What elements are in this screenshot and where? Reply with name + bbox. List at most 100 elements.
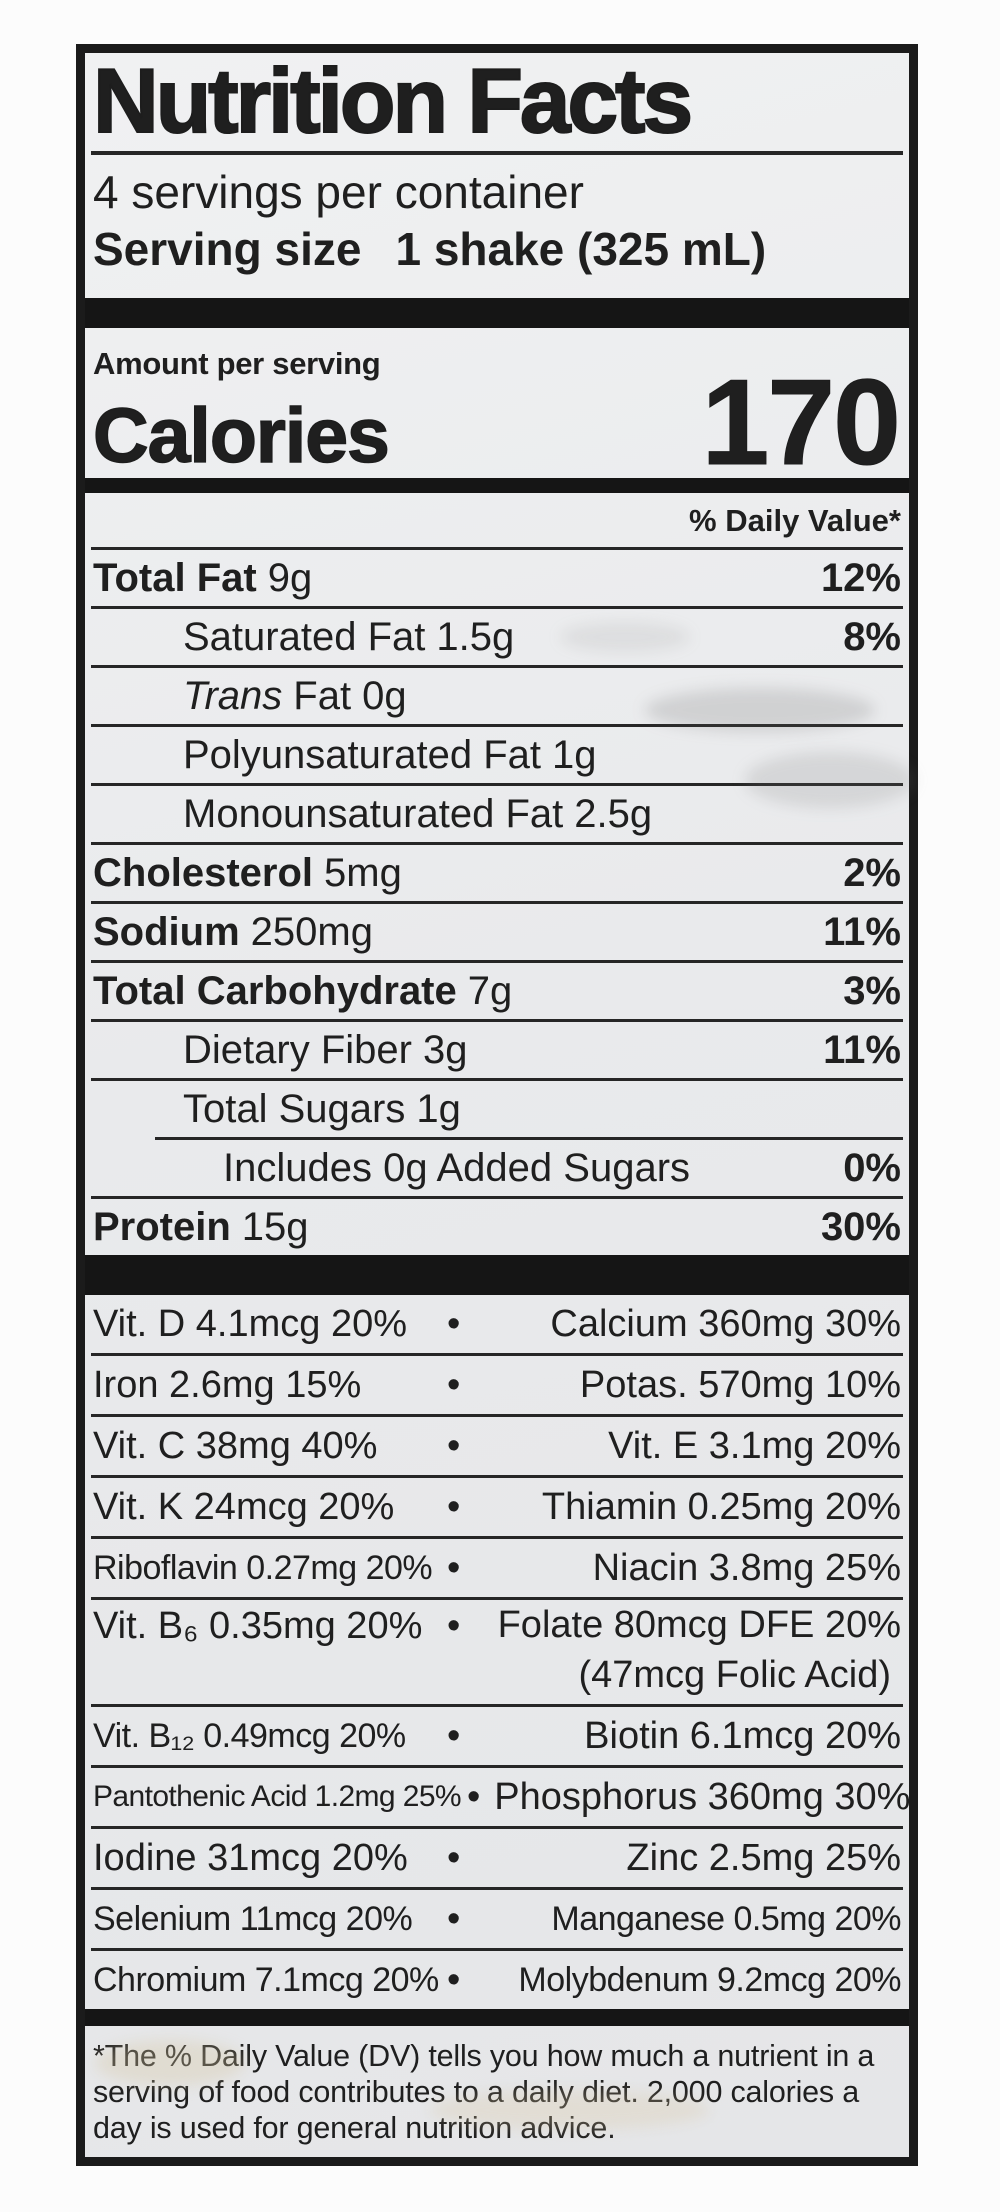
divider <box>91 1353 903 1356</box>
nutrient-name: Saturated Fat <box>183 614 426 659</box>
nutrient-amount: 7g <box>467 968 513 1013</box>
nutrient-dv: 8% <box>843 614 901 659</box>
nutrient-row-sodium: Sodium 250mg 11% <box>93 904 901 960</box>
nutrient-dv: 3% <box>843 968 901 1013</box>
bullet-separator: • <box>447 1546 461 1589</box>
micronutrient-row-vitc-vite: Vit. C 38mg 40% • Vit. E 3.1mg 20% <box>93 1417 901 1475</box>
bullet-separator: • <box>447 1958 461 2001</box>
divider <box>91 1475 903 1478</box>
scan-smudge <box>430 2090 710 2130</box>
micronutrient-left: Iron 2.6mg 15% <box>93 1363 362 1406</box>
micronutrient-right: Vit. E 3.1mg 20% <box>608 1424 901 1467</box>
divider <box>91 1704 903 1707</box>
micronutrient-left: Chromium 7.1mcg 20% <box>93 1960 439 1999</box>
micronutrient-row-iron-potassium: Iron 2.6mg 15% • Potas. 570mg 10% <box>93 1356 901 1414</box>
nutrient-amount: 1g <box>552 732 597 777</box>
nutrient-row-monounsaturated-fat: Monounsaturated Fat 2.5g <box>93 786 901 842</box>
calories-value: 170 <box>701 354 902 490</box>
micronutrient-row-riboflavin-niacin: Riboflavin 0.27mg 20% • Niacin 3.8mg 25% <box>93 1539 901 1597</box>
micronutrient-right: Phosphorus 360mg 30% <box>494 1775 911 1818</box>
nutrient-name: Total Sugars <box>183 1086 406 1131</box>
nutrient-amount: 1.5g <box>436 614 515 659</box>
nutrient-name: Fat <box>293 673 352 718</box>
nutrient-row-cholesterol: Cholesterol 5mg 2% <box>93 845 901 901</box>
nutrient-row-total-sugars: Total Sugars 1g <box>93 1081 901 1137</box>
nutrient-dv: 0% <box>843 1145 901 1190</box>
micronutrient-left: Vit. D 4.1mcg 20% <box>93 1302 408 1345</box>
divider <box>91 1597 903 1600</box>
micronutrient-right: Thiamin 0.25mg 20% <box>541 1485 901 1528</box>
divider <box>91 606 903 609</box>
divider <box>91 1019 903 1022</box>
scan-smudge <box>560 622 690 652</box>
micronutrient-right: Molybdenum 9.2mcg 20% <box>518 1960 901 1999</box>
bullet-separator: • <box>447 1714 461 1757</box>
divider <box>91 547 903 550</box>
thick-divider <box>85 2009 909 2026</box>
medium-divider <box>85 478 909 493</box>
bullet-separator: • <box>447 1424 461 1467</box>
micronutrient-left: Selenium 11mcg 20% <box>93 1899 413 1938</box>
divider <box>91 1887 903 1890</box>
micronutrient-left: Vit. B₁₂ 0.49mcg 20% <box>93 1716 406 1755</box>
bullet-separator: • <box>447 1836 461 1879</box>
micronutrient-row-pantothenic-phosphorus: Pantothenic Acid 1.2mg 25% • Phosphorus … <box>93 1768 909 1826</box>
calories-label: Calories <box>92 393 390 479</box>
nutrient-row-added-sugars: Includes 0g Added Sugars 0% <box>93 1140 901 1196</box>
daily-value-footnote: *The % Daily Value (DV) tells you how mu… <box>93 2039 875 2145</box>
micronutrient-right: Calcium 360mg 30% <box>550 1302 901 1345</box>
micronutrient-row-vitb12-biotin: Vit. B₁₂ 0.49mcg 20% • Biotin 6.1mcg 20% <box>93 1707 901 1765</box>
nutrient-name-italic: Trans <box>183 673 283 718</box>
nutrient-row-total-fat: Total Fat 9g 12% <box>93 550 901 606</box>
divider <box>91 1196 903 1199</box>
divider <box>91 724 903 727</box>
nutrient-dv: 11% <box>823 909 901 954</box>
servings-per-container: 4 servings per container <box>93 166 584 218</box>
nutrient-amount: 3g <box>422 1027 468 1072</box>
nutrient-row-total-carbohydrate: Total Carbohydrate 7g 3% <box>93 963 901 1019</box>
divider <box>91 1765 903 1768</box>
micronutrient-right-note: (47mcg Folic Acid) <box>578 1654 891 1696</box>
nutrient-name: Sodium <box>93 909 240 954</box>
label-title: Nutrition Facts <box>92 51 694 152</box>
nutrient-name: Total Fat <box>93 555 257 600</box>
thick-divider <box>85 298 909 328</box>
serving-size-row: Serving size 1 shake (325 mL) <box>93 220 901 278</box>
divider <box>91 842 903 845</box>
calories-block: Amount per serving Calories 170 <box>92 344 901 484</box>
divider <box>91 151 903 155</box>
nutrient-row-saturated-fat: Saturated Fat 1.5g 8% <box>93 609 901 665</box>
divider <box>91 783 903 786</box>
divider <box>91 1414 903 1417</box>
divider <box>91 1826 903 1829</box>
nutrient-name: Monounsaturated Fat <box>183 791 564 836</box>
nutrient-amount: 1g <box>416 1086 461 1131</box>
nutrient-name: Protein <box>93 1204 231 1249</box>
nutrient-amount: 2.5g <box>574 791 653 836</box>
bullet-separator: • <box>447 1897 461 1940</box>
micronutrient-row-chromium-molybdenum: Chromium 7.1mcg 20% • Molybdenum 9.2mcg … <box>93 1951 901 2009</box>
divider <box>91 1078 903 1081</box>
nutrient-row-protein: Protein 15g 30% <box>93 1199 901 1255</box>
scan-smudge <box>95 2040 245 2086</box>
nutrient-dv: 12% <box>820 555 901 600</box>
micronutrient-right: Niacin 3.8mg 25% <box>592 1546 901 1589</box>
serving-size-label: Serving size <box>93 223 362 275</box>
micronutrient-row-vitd-calcium: Vit. D 4.1mcg 20% • Calcium 360mg 30% <box>93 1295 901 1353</box>
nutrient-amount: 0g <box>362 673 407 718</box>
micronutrient-right: Potas. 570mg 10% <box>579 1363 901 1406</box>
nutrient-name: Cholesterol <box>93 850 314 895</box>
micronutrient-row-vitk-thiamin: Vit. K 24mcg 20% • Thiamin 0.25mg 20% <box>93 1478 901 1536</box>
nutrient-dv: 2% <box>843 850 901 895</box>
nutrient-row-trans-fat: Trans Fat 0g <box>93 668 901 724</box>
nutrient-name: Includes 0g Added Sugars <box>223 1145 691 1190</box>
nutrient-name: Polyunsaturated Fat <box>183 732 541 777</box>
bullet-separator: • <box>447 1363 461 1406</box>
nutrient-row-polyunsaturated-fat: Polyunsaturated Fat 1g <box>93 727 901 783</box>
bullet-separator: • <box>466 1775 481 1818</box>
amount-per-serving-label: Amount per serving <box>93 346 381 381</box>
micronutrient-right: Biotin 6.1mcg 20% <box>584 1714 901 1757</box>
micronutrient-row-selenium-manganese: Selenium 11mcg 20% • Manganese 0.5mg 20% <box>93 1890 901 1948</box>
micronutrient-left: Iodine 31mcg 20% <box>93 1836 408 1879</box>
nutrient-dv: 11% <box>823 1027 901 1072</box>
